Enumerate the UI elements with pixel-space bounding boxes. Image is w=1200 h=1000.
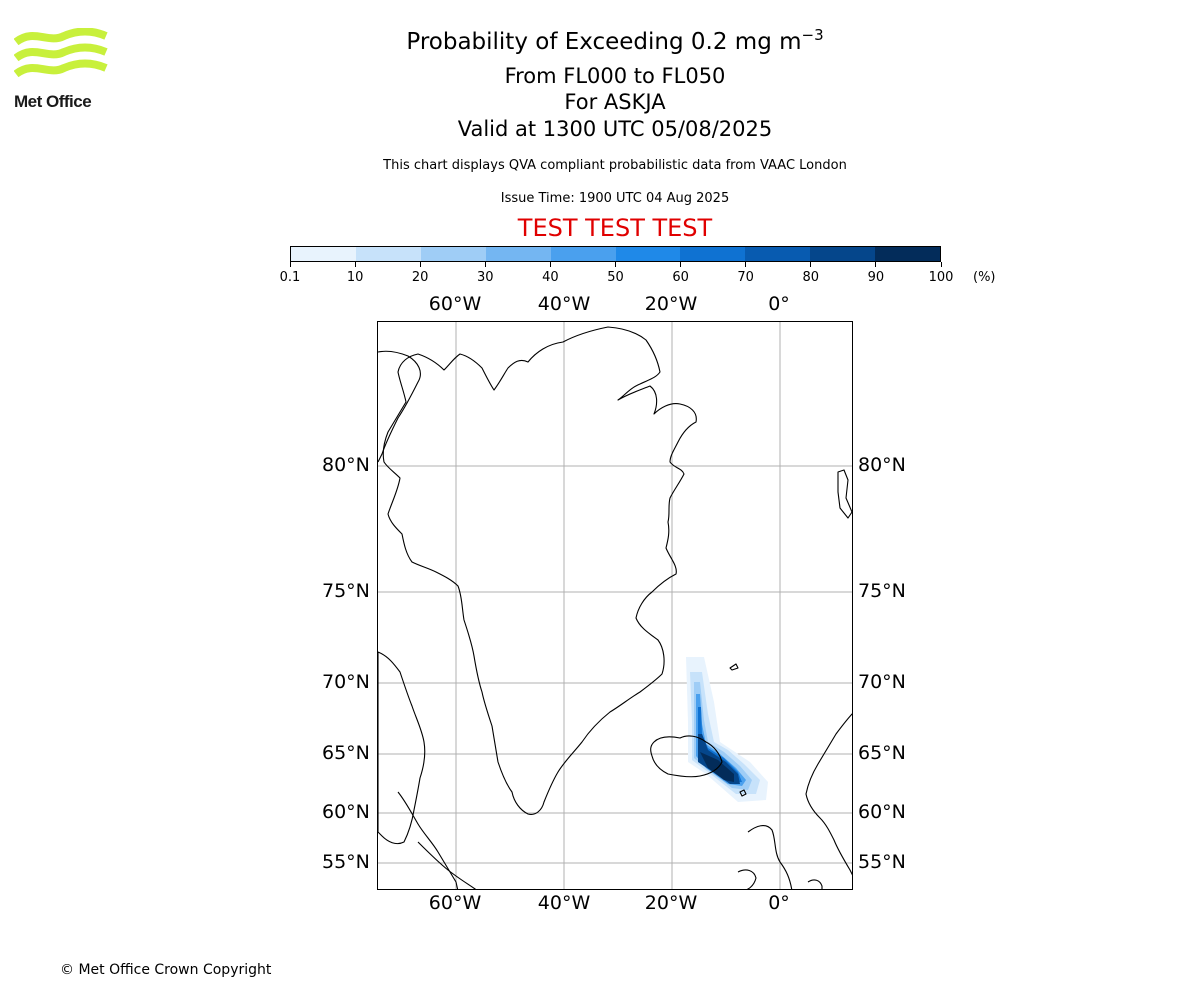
longitude-label-bottom: 0° [768,892,790,914]
coastlines [378,326,852,889]
title-exponent: −3 [801,26,824,44]
latitude-label-right: 55°N [858,851,906,873]
colorbar-tick [549,262,551,267]
colorbar-tick-label: 10 [346,270,364,285]
colorbar-tick [615,262,616,267]
coastline-labrador [397,791,459,889]
colorbar-tick-label: 100 [928,270,954,285]
longitude-label-bottom: 40°W [537,892,591,914]
latitude-label-left: 55°N [322,851,370,873]
colorbar-tick [940,262,942,267]
latitude-label-left: 65°N [322,742,370,764]
coastline-ireland [737,869,757,889]
colorbar-tick [680,262,682,267]
probability-colorbar [290,246,941,262]
latitude-label-right: 60°N [858,801,906,823]
coastline-jan-mayen [729,663,739,671]
logo-text: Met Office [14,92,92,111]
latitude-label-right: 70°N [858,671,906,693]
latitude-label-right: 80°N [858,454,906,476]
copyright-notice: © Met Office Crown Copyright [60,962,272,978]
latitude-label-right: 75°N [858,580,906,602]
colorbar-segment [291,247,356,261]
colorbar-tick [484,262,486,267]
coastline-faroe [739,789,747,797]
latitude-label-left: 60°N [322,801,370,823]
colorbar-segment [355,247,421,261]
coastline-denmark [807,879,823,889]
coastline-greenland [382,326,697,815]
colorbar-tick [419,262,421,267]
colorbar-tick-label: 70 [737,270,754,285]
colorbar-tick-label: 20 [411,270,429,285]
colorbar-segment [680,247,746,261]
longitude-label-bottom: 60°W [428,892,482,914]
colorbar-tick-label: 50 [607,270,624,285]
coastline-iceland [650,735,723,778]
coastline-scotland [747,824,793,889]
disclaimer-text: This chart displays QVA compliant probab… [383,158,847,173]
colorbar-tick-label: 30 [477,270,494,285]
colorbar-unit: (%) [973,270,996,285]
colorbar-segment [485,247,551,261]
coastline-svalbard [837,469,852,519]
colorbar-segment [615,247,681,261]
longitude-label-top: 40°W [537,293,591,315]
latitude-label-left: 70°N [322,671,370,693]
colorbar-segment [420,247,486,261]
valid-time: Valid at 1300 UTC 05/08/2025 [457,117,773,141]
latitude-label-right: 65°N [858,742,906,764]
longitude-label-top: 20°W [644,293,698,315]
met-office-logo-icon [14,28,108,78]
longitude-label-top: 60°W [428,293,482,315]
coastline-labrador-2 [417,841,477,889]
graticule [378,322,852,889]
ash-probability-plume [686,657,768,802]
colorbar-tick-label: 90 [867,270,885,285]
longitude-label-top: 0° [768,293,790,315]
longitude-label-bottom: 20°W [644,892,698,914]
map-panel [377,321,853,890]
flight-level-range: From FL000 to FL050 [504,64,726,88]
latitude-label-left: 75°N [322,580,370,602]
colorbar-segment [550,247,616,261]
volcano-name: For ASKJA [564,90,666,114]
colorbar-tick [354,262,356,267]
colorbar-tick-label: 80 [802,270,820,285]
colorbar-tick [875,262,877,267]
colorbar-tick-label: 0.1 [279,270,301,285]
colorbar-segment [810,247,876,261]
colorbar-segment [745,247,811,261]
issue-time: Issue Time: 1900 UTC 04 Aug 2025 [500,191,730,206]
coastline-baffin [378,651,426,845]
colorbar-tick [289,262,291,267]
map-canvas [378,322,852,889]
colorbar-tick [745,262,747,267]
coastline-ellesmere [378,350,421,463]
colorbar-tick-label: 40 [542,270,559,285]
coastline-norway [805,713,852,876]
test-banner: TEST TEST TEST [517,214,713,242]
chart-title: Probability of Exceeding 0.2 mg m−3 [406,26,824,55]
colorbar-tick-label: 60 [672,270,689,285]
colorbar-segment [875,247,941,261]
latitude-label-left: 80°N [322,454,370,476]
colorbar-tick [810,262,812,267]
